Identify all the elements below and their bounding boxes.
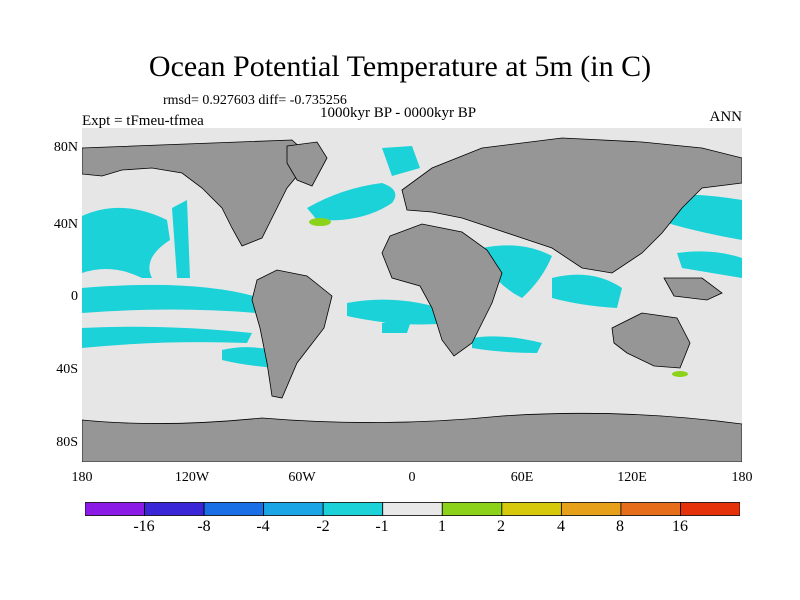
legend-swatch	[560, 502, 622, 516]
color-legend-bar	[85, 502, 740, 516]
natl-warm-patch	[309, 218, 331, 226]
legend-label: 2	[497, 518, 505, 535]
legend-swatch	[620, 502, 681, 516]
legend-swatch	[203, 502, 265, 516]
satl-cool-patch	[382, 318, 412, 333]
lon-tick-label: 60E	[510, 470, 534, 485]
lon-tick-label: 180	[731, 470, 753, 485]
legend-swatch	[144, 502, 205, 516]
lon-tick-label: 60W	[288, 470, 316, 485]
legend-label: -8	[197, 518, 211, 535]
legend-label: 4	[557, 518, 565, 535]
south-america-land	[251, 269, 333, 399]
australia-land	[611, 312, 691, 369]
spac-cool-patch	[82, 326, 252, 348]
legend-label: -16	[133, 518, 155, 535]
lat-tick-label: 80S	[56, 435, 78, 450]
antarctica-land	[82, 412, 742, 462]
legend-swatch	[263, 502, 324, 516]
tasman-warm-patch	[672, 371, 688, 377]
legend-label: 8	[616, 518, 624, 535]
eq-pacific-cool-patch	[82, 284, 267, 313]
map-title: Ocean Potential Temperature at 5m (in C)	[148, 50, 652, 83]
lat-tick-label: 40S	[56, 362, 78, 377]
lon-tick-label: 120E	[617, 470, 647, 485]
legend-swatch	[501, 502, 562, 516]
arctic-cool-patch	[382, 146, 420, 176]
experiment-label: Expt = tFmeu-tfmea	[82, 113, 204, 129]
lon-tick-label: 120W	[174, 470, 210, 485]
lat-tick-label: 80N	[53, 140, 78, 155]
africa-land	[381, 223, 503, 357]
npac-band-patch	[172, 200, 190, 278]
period-label: 1000kyr BP - 0000kyr BP	[320, 105, 477, 121]
land-masses	[82, 137, 742, 462]
stats-label: rmsd= 0.927603 diff= -0.735256	[163, 93, 347, 108]
legend-label: 16	[672, 518, 688, 535]
legend-label: -2	[316, 518, 330, 535]
legend-label: -4	[256, 518, 270, 535]
natl-cool-patch	[307, 183, 396, 221]
cool-anomaly-regions	[82, 146, 742, 368]
legend-label: -1	[375, 518, 389, 535]
eq-atlantic-cool-patch	[347, 299, 454, 325]
wpac-cool-patch	[677, 251, 742, 278]
npac-cool-patch	[82, 207, 170, 278]
eq-indian-cool-patch	[552, 274, 622, 308]
lon-tick-label: 0	[408, 470, 416, 485]
lat-tick-label: 0	[71, 289, 78, 304]
sindian-cool-patch	[472, 336, 542, 353]
legend-swatch	[322, 502, 384, 516]
eurasia-land	[401, 137, 742, 274]
legend-swatch	[680, 502, 740, 516]
season-label: ANN	[709, 109, 743, 125]
legend-swatch	[441, 502, 503, 516]
legend-label: 1	[438, 518, 446, 535]
maritime-continent-land	[663, 277, 723, 301]
world-map	[82, 128, 742, 462]
legend-swatch	[85, 502, 145, 516]
greenland-land	[286, 141, 328, 187]
lon-tick-label: 180	[71, 470, 93, 485]
lat-tick-label: 40N	[53, 217, 78, 232]
indian-cool-patch	[482, 245, 552, 298]
legend-swatch	[382, 502, 443, 516]
